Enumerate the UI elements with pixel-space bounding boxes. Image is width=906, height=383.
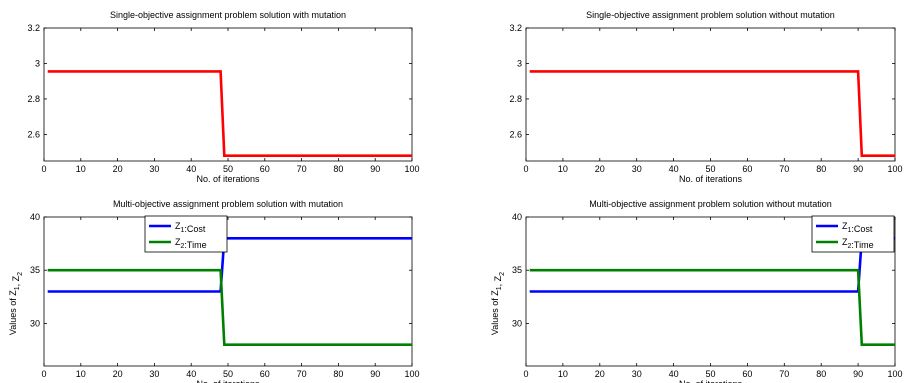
- x-tick-label: 80: [816, 369, 826, 379]
- x-tick-label: 80: [333, 164, 343, 174]
- x-tick-label: 50: [705, 369, 715, 379]
- x-tick-label: 100: [404, 369, 419, 379]
- x-axis-label: No. of iterations: [679, 174, 743, 184]
- x-tick-label: 50: [223, 164, 233, 174]
- series-line-1: [47, 70, 412, 157]
- x-tick-label: 60: [742, 369, 752, 379]
- x-axis-label: No. of iterations: [196, 379, 260, 383]
- y-tick-label: 40: [30, 212, 40, 222]
- y-tick-label: 3: [517, 58, 522, 68]
- y-tick-label: 35: [30, 265, 40, 275]
- plot-area: [525, 27, 896, 162]
- legend-label-1: Z1:Cost: [175, 221, 206, 234]
- x-tick-label: 40: [186, 164, 196, 174]
- x-tick-label: 50: [705, 164, 715, 174]
- chart-panel-4: 0 10 20 30 40 50 60 70 80 90 100 30 35 40 Multi-object…: [490, 199, 903, 383]
- x-tick-label: 60: [260, 369, 270, 379]
- y-axis-label: Values of Z1, Z2: [490, 272, 506, 335]
- y-tick-label: 30: [512, 318, 522, 328]
- y-tick-label: 2.8: [509, 94, 522, 104]
- legend-label-2: Z2:Time: [842, 237, 874, 250]
- legend: Z1:Cost Z2:Time: [144, 215, 228, 253]
- x-tick-label: 20: [595, 369, 605, 379]
- series-line-1: [47, 237, 412, 293]
- y-tick-label: 40: [512, 212, 522, 222]
- chart-panel-1: 0 10 20 30 40 50 60 70 80 90 100 2.6 2.8 3 3.2 Single-o…: [27, 10, 419, 184]
- x-tick-label: 40: [669, 164, 679, 174]
- series-line-1: [529, 70, 895, 157]
- x-tick-label: 10: [76, 369, 86, 379]
- x-tick-label: 90: [853, 369, 863, 379]
- x-tick-label: 70: [297, 369, 307, 379]
- x-tick-label: 60: [260, 164, 270, 174]
- x-tick-label: 30: [149, 369, 159, 379]
- x-tick-label: 10: [558, 369, 568, 379]
- chart-title: Multi-objective assignment problem solut…: [589, 199, 832, 209]
- y-tick-label: 3: [35, 58, 40, 68]
- x-tick-label: 70: [779, 164, 789, 174]
- x-tick-label: 70: [297, 164, 307, 174]
- legend-label-1: Z1:Cost: [842, 221, 873, 234]
- x-tick-label: 100: [404, 164, 419, 174]
- plot-area: [43, 27, 413, 162]
- x-tick-label: 90: [370, 369, 380, 379]
- x-tick-label: 70: [779, 369, 789, 379]
- x-tick-label: 20: [113, 369, 123, 379]
- legend-label-2: Z2:Time: [175, 237, 207, 250]
- x-tick-label: 30: [632, 369, 642, 379]
- x-tick-label: 10: [76, 164, 86, 174]
- chart-panel-2: 0 10 20 30 40 50 60 70 80 90 100 2.6 2.8 3 3.2 Single-o…: [509, 10, 902, 184]
- x-tick-label: 20: [595, 164, 605, 174]
- x-axis-label: No. of iterations: [679, 379, 743, 383]
- legend: Z1:Cost Z2:Time: [811, 215, 895, 253]
- chart-title: Single-objective assignment problem solu…: [110, 10, 346, 20]
- y-axis-label: Values of Z1, Z2: [8, 272, 24, 335]
- chart-title: Single-objective assignment problem solu…: [586, 10, 835, 20]
- x-tick-label: 0: [41, 369, 46, 379]
- x-tick-label: 0: [41, 164, 46, 174]
- x-tick-label: 40: [669, 369, 679, 379]
- y-tick-label: 35: [512, 265, 522, 275]
- y-tick-label: 2.6: [509, 129, 522, 139]
- x-tick-label: 10: [558, 164, 568, 174]
- x-tick-label: 80: [333, 369, 343, 379]
- y-tick-label: 2.8: [27, 94, 40, 104]
- x-tick-label: 20: [113, 164, 123, 174]
- x-tick-label: 50: [223, 369, 233, 379]
- series-line-2: [47, 268, 412, 347]
- x-tick-label: 90: [370, 164, 380, 174]
- x-tick-label: 80: [816, 164, 826, 174]
- x-tick-label: 90: [853, 164, 863, 174]
- x-tick-label: 0: [523, 164, 528, 174]
- chart-title: Multi-objective assignment problem solut…: [113, 199, 343, 209]
- x-tick-label: 30: [632, 164, 642, 174]
- x-tick-label: 0: [523, 369, 528, 379]
- x-tick-label: 30: [149, 164, 159, 174]
- y-tick-label: 30: [30, 318, 40, 328]
- legend-box: [144, 215, 228, 253]
- x-tick-label: 60: [742, 164, 752, 174]
- legend-box: [811, 215, 895, 253]
- series-line-2: [529, 268, 895, 347]
- x-tick-label: 100: [887, 369, 902, 379]
- y-tick-label: 3.2: [509, 23, 522, 33]
- x-axis-label: No. of iterations: [196, 174, 260, 184]
- chart-panel-3: 0 10 20 30 40 50 60 70 80 90 100 30 35 40 Multi-object…: [8, 199, 420, 383]
- x-tick-label: 100: [887, 164, 902, 174]
- y-tick-label: 2.6: [27, 129, 40, 139]
- y-tick-label: 3.2: [27, 23, 40, 33]
- x-tick-label: 40: [186, 369, 196, 379]
